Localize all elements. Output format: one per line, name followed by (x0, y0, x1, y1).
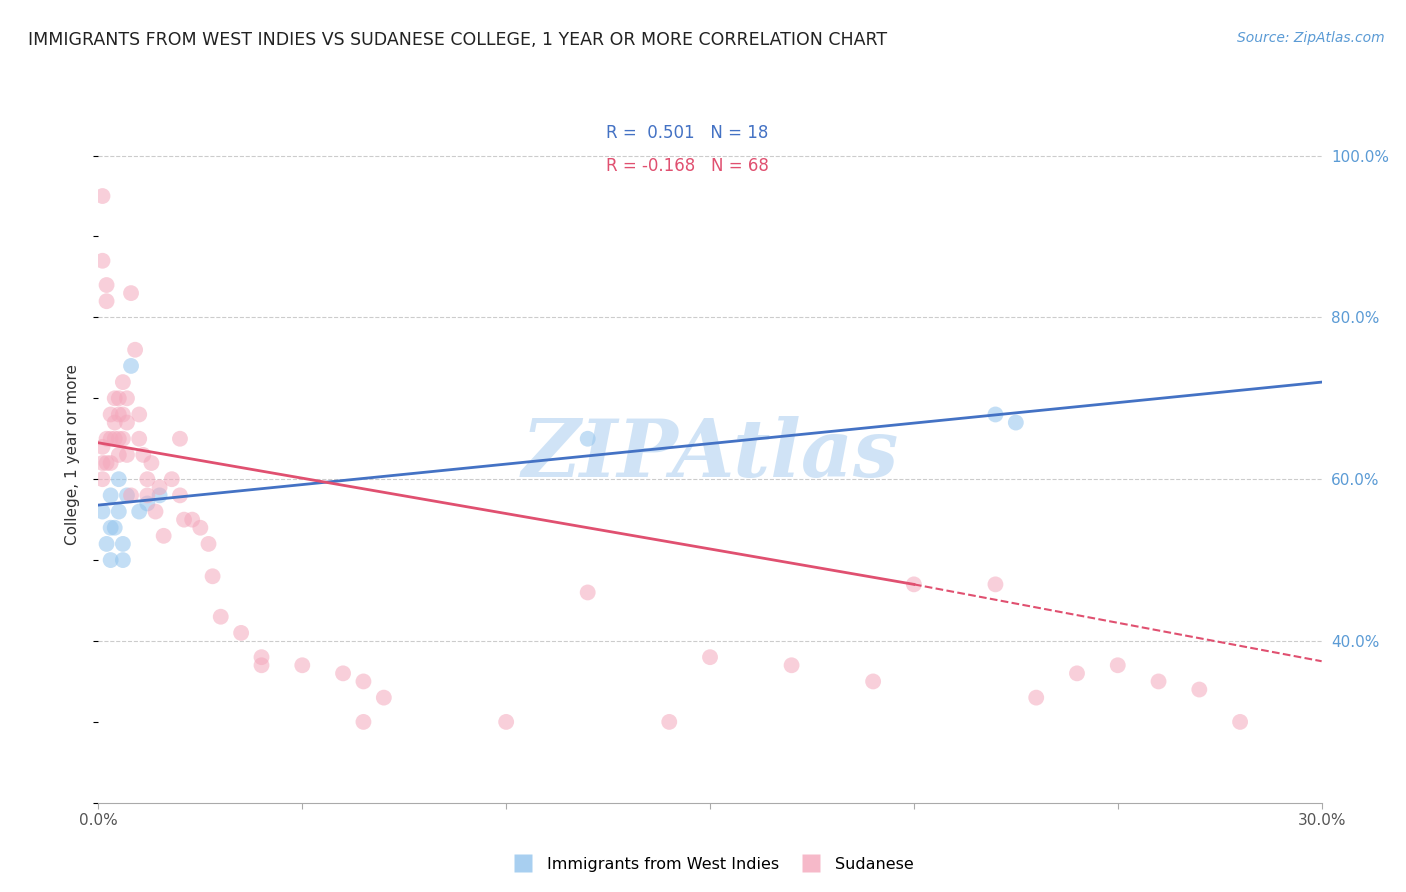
Point (145, 504, 167, 518)
Point (862, 674, 884, 689)
Point (120, 286, 142, 301)
Point (104, 521, 127, 535)
Point (108, 432, 131, 446)
Point (108, 504, 131, 518)
Point (136, 488, 159, 502)
Point (1188, 682, 1211, 697)
Legend: Immigrants from West Indies, Sudanese: Immigrants from West Indies, Sudanese (501, 851, 920, 879)
Point (96, 456, 118, 470)
Point (1229, 714, 1251, 729)
Point (332, 666, 354, 681)
Point (1107, 658, 1129, 673)
Point (115, 488, 138, 502)
Point (115, 392, 138, 406)
Point (188, 521, 212, 535)
Point (124, 343, 146, 357)
Point (149, 488, 172, 502)
Point (128, 432, 150, 446)
Point (104, 416, 127, 430)
Y-axis label: College, 1 year or more: College, 1 year or more (65, 365, 80, 545)
Text: R =  0.501   N = 18: R = 0.501 N = 18 (606, 124, 769, 143)
Point (111, 408, 134, 422)
Point (96, 278, 118, 293)
Point (108, 472, 131, 486)
Point (136, 496, 159, 510)
Point (100, 521, 122, 535)
Point (169, 432, 191, 446)
Text: IMMIGRANTS FROM WEST INDIES VS SUDANESE COLLEGE, 1 YEAR OR MORE CORRELATION CHAR: IMMIGRANTS FROM WEST INDIES VS SUDANESE … (28, 31, 887, 49)
Point (100, 488, 122, 502)
Point (91, 440, 114, 454)
Point (111, 432, 134, 446)
Point (108, 392, 131, 406)
Point (136, 472, 159, 486)
Point (104, 432, 127, 446)
Point (96, 537, 118, 551)
Point (209, 609, 232, 624)
Point (780, 658, 803, 673)
Point (1147, 674, 1170, 689)
Point (115, 448, 138, 462)
Point (100, 456, 122, 470)
Point (291, 658, 314, 673)
Text: ZIPAtlas: ZIPAtlas (522, 417, 898, 493)
Point (984, 408, 1007, 422)
Point (96, 294, 118, 309)
Point (373, 690, 395, 705)
Point (128, 408, 150, 422)
Point (111, 537, 134, 551)
Point (91, 253, 114, 268)
Point (115, 416, 138, 430)
Point (108, 408, 131, 422)
Point (250, 658, 273, 673)
Point (96, 432, 118, 446)
Point (658, 714, 681, 729)
Point (201, 569, 224, 583)
Text: R = -0.168   N = 68: R = -0.168 N = 68 (606, 157, 769, 175)
Point (699, 650, 721, 665)
Point (91, 456, 114, 470)
Point (120, 488, 142, 502)
Point (576, 585, 599, 599)
Point (495, 714, 517, 729)
Point (1004, 416, 1026, 430)
Point (250, 650, 273, 665)
Point (173, 513, 195, 527)
Point (149, 480, 172, 494)
Point (197, 537, 219, 551)
Point (111, 375, 134, 389)
Point (91, 504, 114, 518)
Point (1066, 666, 1088, 681)
Point (576, 432, 599, 446)
Point (181, 513, 204, 527)
Point (352, 714, 374, 729)
Text: Source: ZipAtlas.com: Source: ZipAtlas.com (1237, 31, 1385, 45)
Point (100, 553, 122, 567)
Point (111, 553, 134, 567)
Point (132, 448, 155, 462)
Point (128, 504, 150, 518)
Point (120, 359, 142, 373)
Point (160, 472, 183, 486)
Point (903, 577, 925, 591)
Point (141, 456, 163, 470)
Point (104, 392, 127, 406)
Point (1025, 690, 1047, 705)
Point (100, 432, 122, 446)
Point (91, 189, 114, 203)
Point (352, 674, 374, 689)
Point (231, 626, 253, 640)
Point (91, 472, 114, 486)
Point (169, 488, 191, 502)
Point (984, 577, 1007, 591)
Point (100, 408, 122, 422)
Point (108, 448, 131, 462)
Point (152, 529, 174, 543)
